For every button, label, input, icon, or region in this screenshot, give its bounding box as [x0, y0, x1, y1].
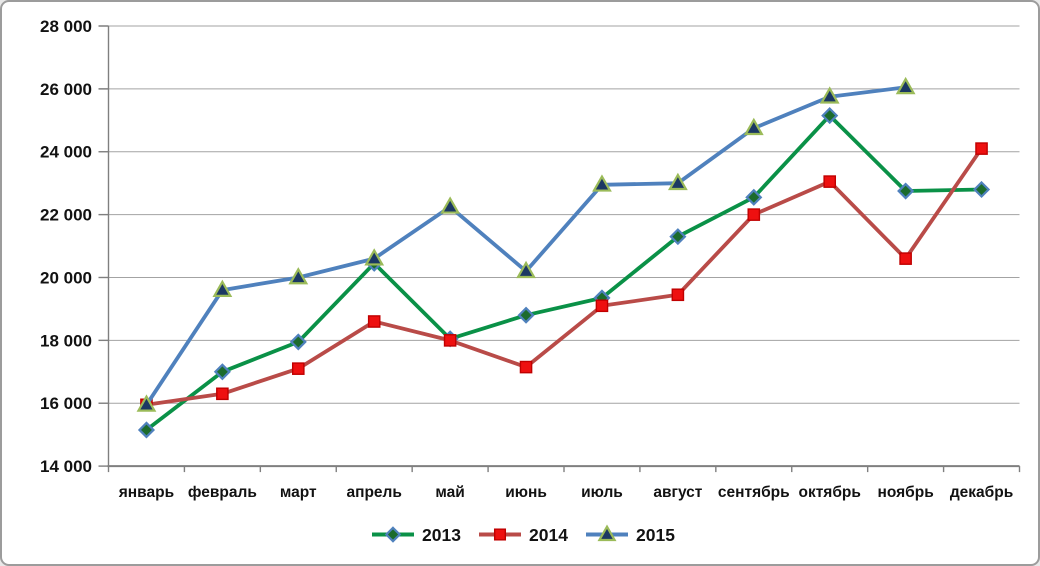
- x-axis-label: ноябрь: [878, 484, 934, 501]
- series-2013-marker: [517, 306, 535, 324]
- series-2014-marker: [519, 360, 533, 374]
- series-2013-marker: [137, 421, 156, 439]
- legend-label: 2014: [529, 525, 568, 545]
- series-2014-marker: [493, 528, 507, 541]
- series-2013-marker: [213, 363, 231, 381]
- series-2015-marker: [136, 394, 157, 412]
- series-2014-marker: [367, 315, 381, 328]
- series-2013-marker: [745, 188, 763, 206]
- y-axis-label: 20 000: [40, 268, 92, 287]
- series-2014-marker: [823, 175, 837, 188]
- series-2015-marker: [212, 279, 233, 297]
- series-2014-marker: [975, 142, 988, 155]
- x-axis-label: май: [435, 484, 464, 501]
- series-2014-marker: [671, 288, 685, 302]
- series-2013-marker: [897, 182, 915, 200]
- series-2015-marker: [364, 248, 385, 266]
- series-2014-marker: [899, 252, 912, 265]
- y-axis-label: 16 000: [40, 394, 92, 413]
- series-2013-marker: [821, 107, 839, 125]
- series-2015-marker: [819, 86, 840, 104]
- x-axis-label: январь: [119, 484, 174, 501]
- y-axis-label: 28 000: [40, 17, 92, 36]
- x-axis-label: февраль: [188, 484, 257, 501]
- x-axis-label: июнь: [505, 484, 547, 501]
- series-2015-marker: [288, 267, 309, 285]
- x-axis-label: октябрь: [798, 484, 860, 501]
- series-2015-marker: [592, 174, 612, 192]
- x-axis-label: июль: [581, 484, 623, 501]
- y-axis-label: 26 000: [40, 80, 92, 99]
- series-2013-marker: [972, 180, 991, 199]
- y-axis-label: 22 000: [40, 206, 92, 225]
- series-2015-marker: [597, 524, 617, 542]
- x-axis-label: декабрь: [950, 484, 1013, 501]
- y-axis-label: 14 000: [40, 457, 92, 476]
- y-axis-label: 18 000: [40, 331, 92, 350]
- x-axis-label: август: [653, 484, 702, 501]
- series-2014-marker: [216, 387, 229, 401]
- x-axis-label: апрель: [346, 484, 401, 501]
- series-2015-marker: [516, 260, 536, 279]
- series-2014-marker: [291, 362, 305, 375]
- x-axis-label: сентябрь: [718, 484, 790, 501]
- x-axis-label: март: [280, 484, 317, 501]
- series-2015-marker: [743, 117, 764, 136]
- series-2014-marker: [595, 299, 609, 313]
- series-2014-line: [144, 146, 984, 407]
- series-2014-marker: [747, 208, 761, 221]
- series-2013-line: [144, 113, 984, 432]
- series-2015-marker: [440, 196, 461, 214]
- series-2013-marker: [669, 228, 687, 246]
- y-axis-label: 24 000: [40, 143, 92, 162]
- legend-label: 2013: [422, 525, 461, 545]
- series-2013-marker: [289, 333, 307, 351]
- legend-label: 2015: [636, 525, 675, 545]
- series-2015-marker: [895, 76, 916, 95]
- series-2013-marker: [384, 526, 402, 543]
- series-2015-marker: [667, 172, 688, 191]
- series-2014-marker: [443, 334, 457, 347]
